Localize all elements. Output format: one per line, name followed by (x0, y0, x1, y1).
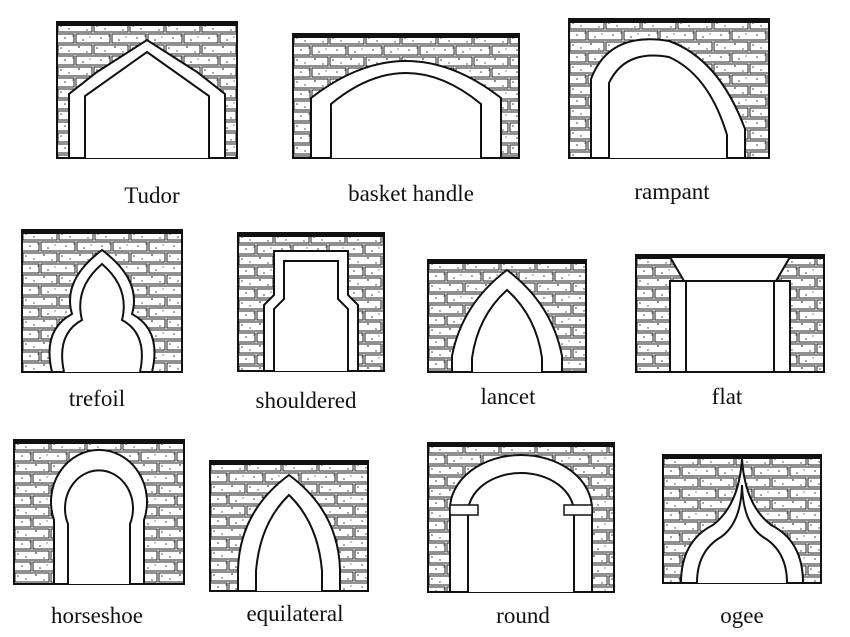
horseshoe-label: horseshoe (51, 603, 143, 628)
round-arch (427, 442, 615, 593)
shouldered-arch-drawing (237, 232, 385, 372)
basket-handle-arch (292, 33, 520, 159)
rampant-arch (568, 18, 770, 159)
tudor-arch-drawing (56, 21, 238, 159)
lancet-arch (427, 259, 587, 373)
rampant-label: rampant (634, 179, 710, 204)
equilateral-arch (209, 460, 369, 592)
basket-handle-arch-drawing (292, 33, 520, 159)
tudor-label: Tudor (124, 183, 180, 208)
ogee-label: ogee (720, 603, 764, 628)
lancet-label: lancet (480, 384, 536, 409)
equilateral-arch-drawing (209, 460, 369, 592)
flat-arch (635, 254, 825, 373)
trefoil-label: trefoil (68, 386, 126, 411)
flat-label: flat (711, 384, 743, 409)
round-label: round (496, 603, 550, 628)
round-arch-drawing (427, 442, 615, 593)
trefoil-arch (21, 229, 183, 373)
horseshoe-arch (13, 439, 185, 585)
tudor-arch (56, 21, 238, 159)
rampant-arch-drawing (568, 18, 770, 159)
trefoil-arch-drawing (21, 229, 183, 373)
equilateral-label: equilateral (246, 601, 344, 626)
ogee-arch (662, 454, 822, 584)
shouldered-label: shouldered (255, 388, 357, 413)
horseshoe-arch-drawing (13, 439, 185, 585)
ogee-arch-drawing (662, 454, 822, 584)
shouldered-arch (237, 232, 385, 372)
basket-handle-label: basket handle (348, 181, 474, 206)
lancet-arch-drawing (427, 259, 587, 373)
flat-arch-drawing (635, 254, 825, 373)
